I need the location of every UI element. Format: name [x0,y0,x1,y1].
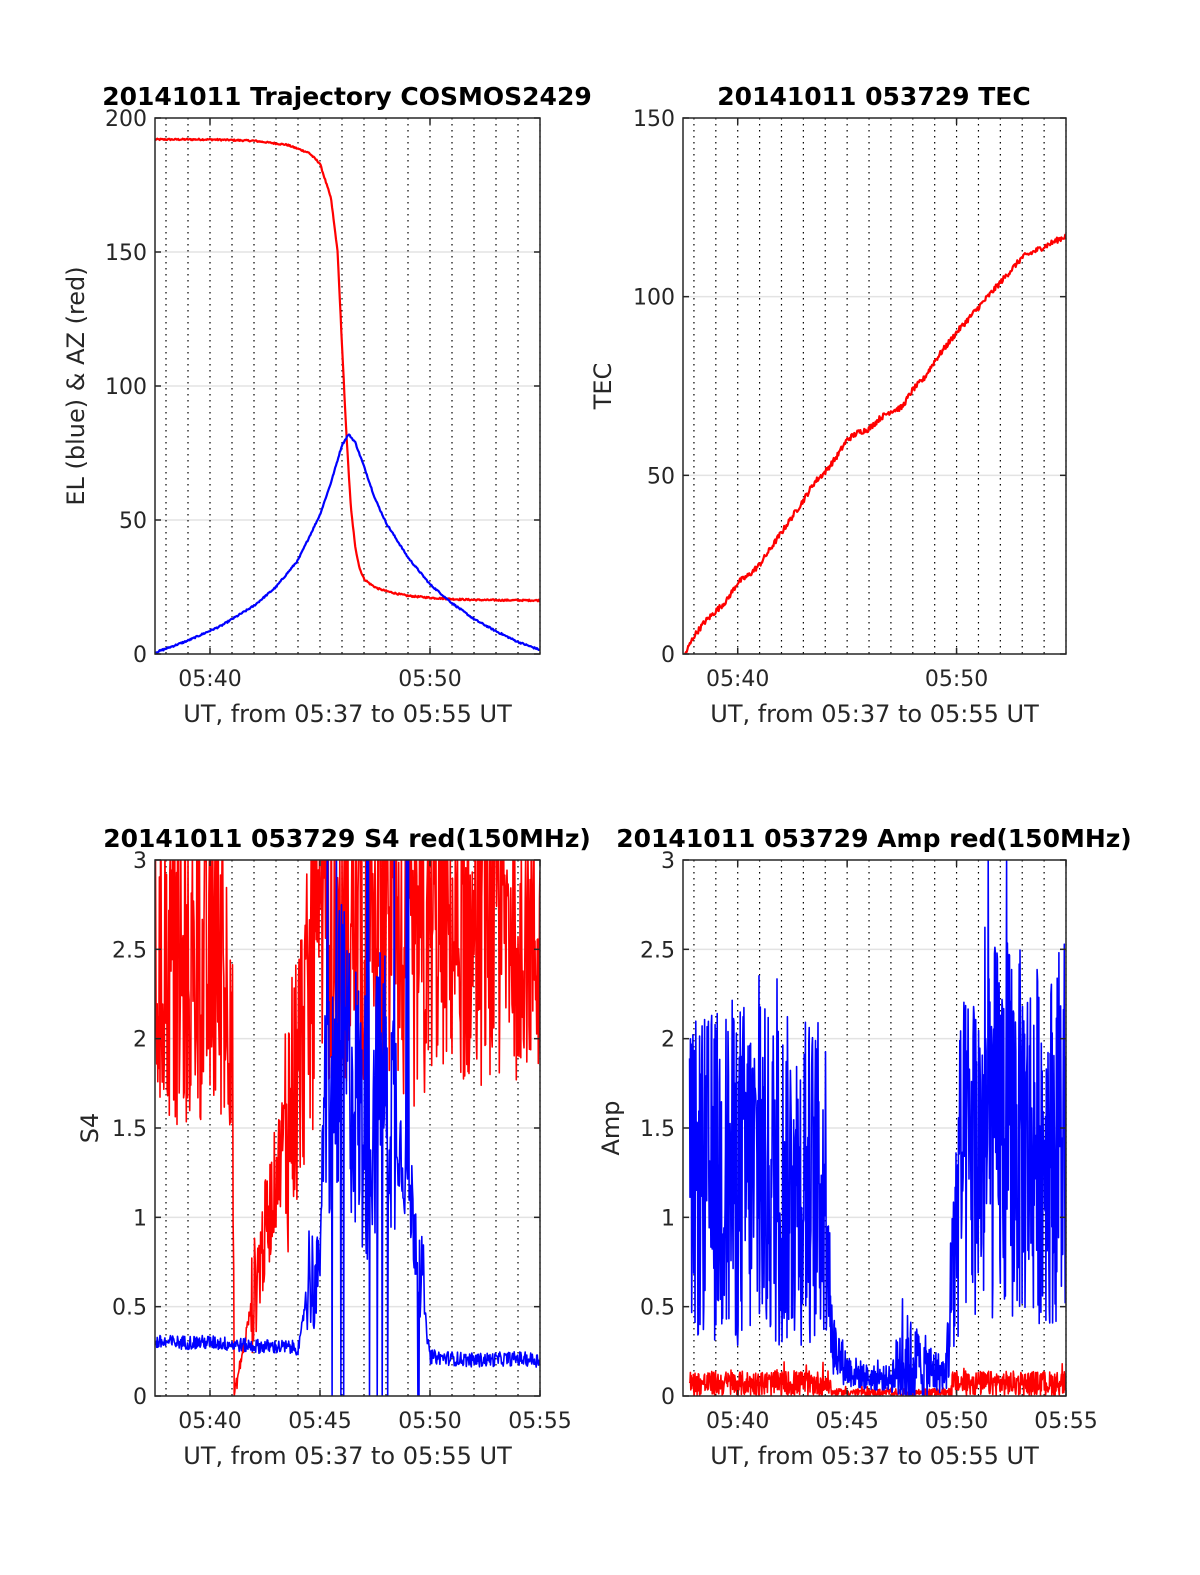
chart-title: 20141011 053729 S4 red(150MHz) [103,824,591,853]
x-tick-label: 05:45 [288,1409,351,1434]
y-tick-label: 50 [647,464,675,489]
y-tick-label: 3 [661,849,675,874]
y-tick-label: 1.5 [112,1117,147,1142]
chart-title: 20141011 053729 TEC [717,82,1030,111]
y-tick-label: 150 [633,107,675,132]
x-tick-label: 05:40 [178,667,241,692]
y-tick-label: 2 [661,1028,675,1053]
series-line-2 [155,433,540,654]
chart-title: 20141011 053729 Amp red(150MHz) [616,824,1132,853]
y-tick-label: 0 [661,1385,675,1410]
plot-area [683,118,1066,654]
series-line-2 [155,860,540,1396]
x-tick-label: 05:55 [508,1409,571,1434]
series-line-1 [688,1361,1066,1396]
x-tick-label: 05:50 [925,1409,988,1434]
series-line-1 [155,137,540,603]
y-tick-label: 0 [133,1385,147,1410]
y-tick-label: 1 [661,1206,675,1231]
y-tick-label: 3 [133,849,147,874]
x-tick-label: 05:50 [398,667,461,692]
x-axis-label: UT, from 05:37 to 05:55 UT [183,1442,512,1470]
axes-box [682,117,1067,655]
x-tick-label: 05:55 [1034,1409,1097,1434]
x-tick-label: 05:50 [398,1409,461,1434]
x-tick-label: 05:45 [815,1409,878,1434]
y-tick-label: 0.5 [112,1296,147,1321]
chart-3: 0 0.5 1 1.5 2 2.5 3 05:40 05:45 05:50 05:55 2014101… [76,824,591,1470]
x-tick-label: 05:50 [925,667,988,692]
y-tick-label: 2.5 [112,938,147,963]
y-tick-label: 2.5 [640,938,675,963]
y-tick-label: 150 [105,241,147,266]
x-tick-label: 05:40 [178,1409,241,1434]
x-axis-label: UT, from 05:37 to 05:55 UT [710,700,1039,728]
y-tick-label: 1 [133,1206,147,1231]
y-tick-label: 100 [633,286,675,311]
y-tick-label: 100 [105,375,147,400]
y-tick-label: 2 [133,1028,147,1053]
chart-4: 0 0.5 1 1.5 2 2.5 3 05:40 05:45 05:50 05:55 2014101… [597,824,1132,1470]
y-tick-label: 200 [105,107,147,132]
chart-title: 20141011 Trajectory COSMOS2429 [102,82,592,111]
series-line-2 [688,860,1066,1396]
x-axis-label: UT, from 05:37 to 05:55 UT [183,700,512,728]
y-axis-label: EL (blue) & AZ (red) [62,266,90,505]
y-axis-label: TEC [589,363,617,411]
y-tick-label: 50 [119,509,147,534]
x-axis-label: UT, from 05:37 to 05:55 UT [710,1442,1039,1470]
y-tick-label: 1.5 [640,1117,675,1142]
y-tick-label: 0 [133,643,147,668]
series-line-1 [684,233,1066,654]
chart-2: 0 50 100 150 05:40 05:50 20141011 053729 TEC UT… [589,82,1067,728]
y-axis-label: S4 [76,1113,104,1144]
x-tick-label: 05:40 [706,667,769,692]
y-tick-label: 0.5 [640,1296,675,1321]
x-tick-label: 05:40 [706,1409,769,1434]
y-axis-label: Amp [597,1100,625,1155]
chart-1: 0 50 100 150 200 05:40 05:50 20141011 Trajector… [62,82,592,728]
series-line-1 [155,860,540,1396]
y-tick-label: 0 [661,643,675,668]
